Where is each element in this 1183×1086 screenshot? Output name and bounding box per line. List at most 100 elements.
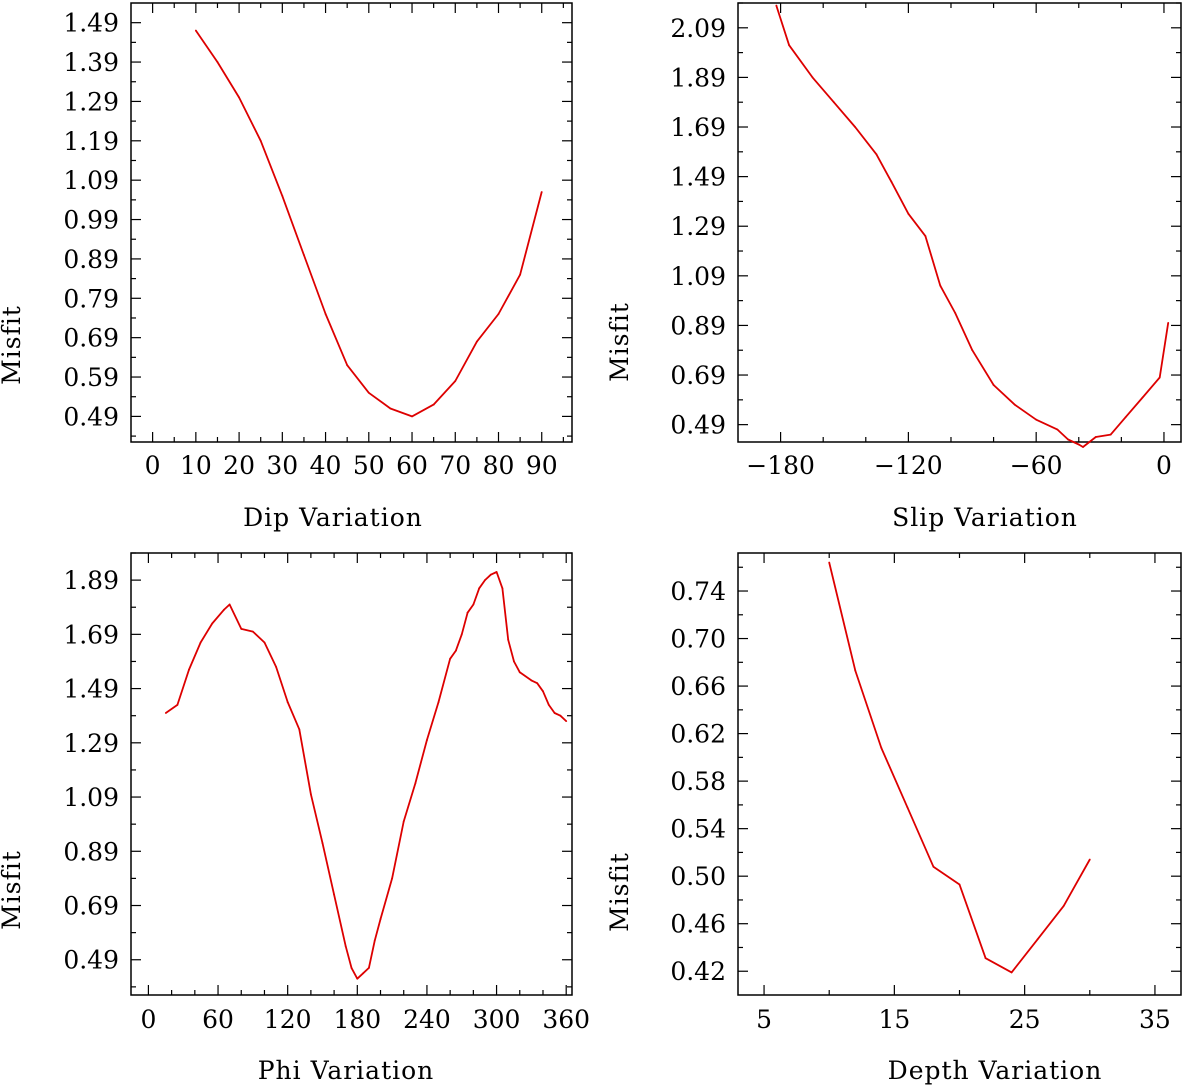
y-tick-label: 1.49 [63, 675, 119, 704]
data-point [449, 657, 452, 660]
data-point [228, 603, 231, 606]
data-point [199, 641, 202, 644]
x-tick-label: 300 [473, 1005, 521, 1034]
data-point [890, 180, 893, 183]
x-tick-label: 40 [310, 451, 342, 480]
y-tick-label: 0.69 [63, 324, 119, 353]
plot-frame [130, 552, 573, 996]
data-point [854, 669, 857, 672]
data-point [466, 611, 469, 614]
data-point [1141, 396, 1144, 399]
misfit-line [195, 30, 543, 418]
data-point [489, 573, 492, 576]
y-tick-label: 1.09 [670, 262, 726, 291]
y-tick-label: 0.50 [670, 862, 726, 891]
data-point [854, 126, 857, 128]
data-point [324, 313, 327, 315]
data-point [350, 966, 353, 969]
y-axis-label: Misfit [0, 850, 26, 930]
data-point [907, 212, 910, 215]
x-tick-label: 0 [1156, 451, 1172, 480]
data-point [811, 76, 814, 79]
y-tick-label: 1.49 [63, 9, 119, 38]
y-tick-label: 0.49 [670, 411, 726, 440]
data-point [281, 195, 284, 197]
y-tick-label: 1.89 [670, 63, 726, 92]
data-point [559, 714, 562, 717]
y-tick-label: 1.69 [63, 620, 119, 649]
data-point [513, 660, 515, 663]
data-point [542, 690, 544, 693]
y-tick-label: 1.49 [670, 163, 726, 192]
y-axis-label: Misfit [605, 302, 634, 382]
data-point [356, 977, 359, 980]
data-point [547, 703, 550, 706]
y-tick-label: 2.09 [670, 14, 726, 43]
y-tick-label: 0.69 [670, 361, 726, 390]
panel-dip-variation: 0.49 0.59 0.69 0.79 0.89 0.99 1.09 1.19 1.29 1.39… [0, 2, 573, 532]
x-tick-label: 60 [202, 1005, 234, 1034]
data-point [497, 313, 500, 315]
data-point [1035, 418, 1038, 421]
y-tick-label: 0.49 [63, 402, 119, 431]
x-tick-label: −120 [874, 451, 943, 480]
data-point [1088, 858, 1091, 861]
data-point [1088, 441, 1091, 443]
plot-frame [737, 2, 1182, 443]
data-point [432, 403, 435, 406]
x-tick-label: 15 [878, 1005, 910, 1034]
data-point [460, 633, 463, 636]
data-point [391, 877, 394, 880]
y-tick-label: 1.29 [63, 729, 119, 758]
x-tick-label: 180 [333, 1005, 381, 1034]
data-point [263, 641, 266, 644]
data-point [344, 945, 347, 948]
data-point [346, 364, 349, 367]
data-point [478, 587, 481, 590]
data-point [1094, 436, 1097, 438]
data-point [518, 671, 521, 674]
x-axis-label: Phi Variation [258, 1056, 435, 1085]
y-tick-label: 0.42 [670, 957, 726, 986]
data-point [455, 649, 457, 652]
x-tick-label: 80 [483, 451, 515, 480]
data-point [1167, 322, 1170, 324]
data-point [379, 918, 382, 920]
data-point [426, 739, 428, 742]
y-axis-label: Misfit [0, 305, 26, 385]
data-point [251, 630, 254, 633]
data-point [298, 728, 301, 731]
y-tick-label: 0.70 [670, 625, 726, 654]
data-point [216, 61, 219, 63]
data-point [1077, 443, 1080, 446]
data-point [1067, 438, 1070, 441]
data-point [992, 384, 995, 386]
data-point [238, 96, 240, 99]
data-point [1109, 433, 1112, 436]
data-point [367, 391, 370, 394]
data-point [1082, 446, 1084, 448]
data-point [1056, 428, 1059, 431]
data-point [553, 712, 556, 714]
data-point [932, 865, 935, 868]
data-point [259, 139, 262, 142]
data-point [906, 806, 909, 809]
y-tick-label: 0.74 [670, 577, 726, 606]
data-point [1010, 971, 1013, 974]
data-point [411, 415, 413, 418]
data-point [540, 191, 543, 193]
data-point [530, 679, 533, 682]
misfit-line [775, 5, 1170, 448]
data-point [832, 101, 835, 104]
x-tick-label: 10 [180, 451, 212, 480]
misfit-line [165, 571, 567, 980]
x-tick-label: 25 [1009, 1005, 1041, 1034]
data-point [775, 4, 778, 7]
data-point [954, 312, 957, 314]
y-tick-label: 0.66 [670, 672, 726, 701]
y-tick-label: 0.89 [670, 311, 726, 340]
data-point [984, 957, 987, 960]
x-tick-label: 360 [542, 1005, 590, 1034]
y-tick-label: 1.89 [63, 566, 119, 595]
y-tick-label: 1.19 [63, 127, 119, 156]
